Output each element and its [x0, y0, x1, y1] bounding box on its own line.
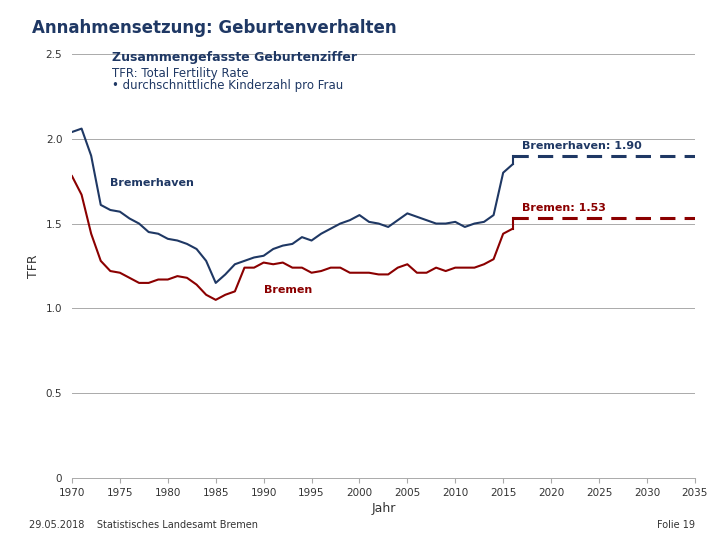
- Text: 29.05.2018    Statistisches Landesamt Bremen: 29.05.2018 Statistisches Landesamt Breme…: [29, 520, 258, 530]
- X-axis label: Jahr: Jahr: [372, 502, 395, 515]
- Text: Zusammengefasste Geburtenziffer: Zusammengefasste Geburtenziffer: [112, 51, 356, 64]
- Text: Bremen: Bremen: [264, 285, 312, 295]
- Text: • durchschnittliche Kinderzahl pro Frau: • durchschnittliche Kinderzahl pro Frau: [112, 79, 343, 92]
- Text: Folie 19: Folie 19: [657, 520, 695, 530]
- Text: TFR: Total Fertility Rate: TFR: Total Fertility Rate: [112, 67, 248, 80]
- Text: Bremerhaven: Bremerhaven: [110, 178, 194, 188]
- Text: Annahmensetzung: Geburtenverhalten: Annahmensetzung: Geburtenverhalten: [32, 19, 397, 37]
- Text: Bremen: 1.53: Bremen: 1.53: [522, 204, 606, 213]
- Y-axis label: TFR: TFR: [27, 254, 40, 278]
- Text: Bremerhaven: 1.90: Bremerhaven: 1.90: [522, 140, 642, 151]
